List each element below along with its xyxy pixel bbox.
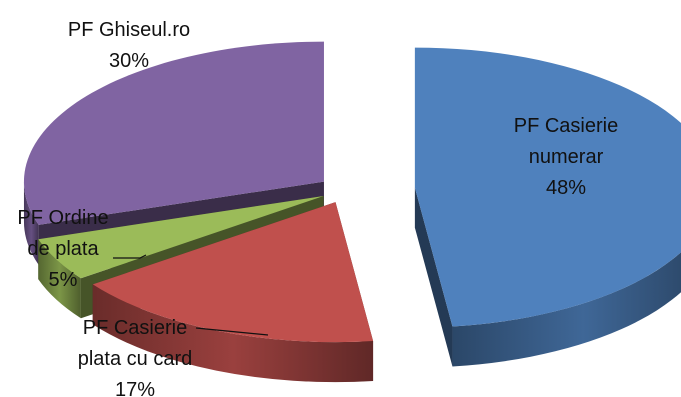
- slice-label-line: 48%: [546, 177, 586, 199]
- slice-top-face: [414, 47, 681, 327]
- slice-label: PF Casierie numerar 48%: [514, 115, 618, 199]
- slice-labels: PF Casierie numerar 48% PF Casierie plata cu…: [17, 19, 618, 397]
- slice-pf-casierie-numerar: [414, 47, 681, 367]
- slice-label: PF Ghiseul.ro 30%: [68, 19, 190, 72]
- slice-top-face: [92, 202, 374, 343]
- leader-lines: [113, 254, 269, 336]
- slice-label-line: PF Ghiseul.ro: [68, 19, 190, 41]
- slice-outer-wall: [92, 284, 374, 383]
- slice-label-line: 5%: [49, 269, 78, 291]
- slice-outer-wall: [452, 252, 681, 367]
- leader-line: [113, 254, 147, 259]
- slice-side-wall: [414, 187, 453, 367]
- slice-label-line: PF Ordine: [17, 207, 108, 229]
- slice-top-face: [38, 195, 324, 279]
- slice-outer-wall: [38, 239, 81, 319]
- slice-pf-casierie-plata-cu-card: [92, 202, 374, 383]
- pie-slices: [23, 41, 681, 383]
- slice-label: PF Ordine de plata 5%: [17, 207, 108, 291]
- slice-outer-wall: [23, 181, 39, 265]
- slice-label-line: plata cu card: [78, 348, 193, 370]
- slice-label-line: PF Casierie: [514, 115, 618, 137]
- slice-label-line: 30%: [109, 50, 149, 72]
- leader-line: [195, 327, 269, 336]
- slice-label: PF Casierie plata cu card 17%: [78, 317, 193, 397]
- slice-label-line: 17%: [115, 379, 155, 397]
- slice-label-line: de plata: [27, 238, 99, 260]
- slice-label-line: PF Casierie: [83, 317, 187, 339]
- slice-top-face: [23, 41, 324, 225]
- slice-label-line: numerar: [529, 146, 604, 168]
